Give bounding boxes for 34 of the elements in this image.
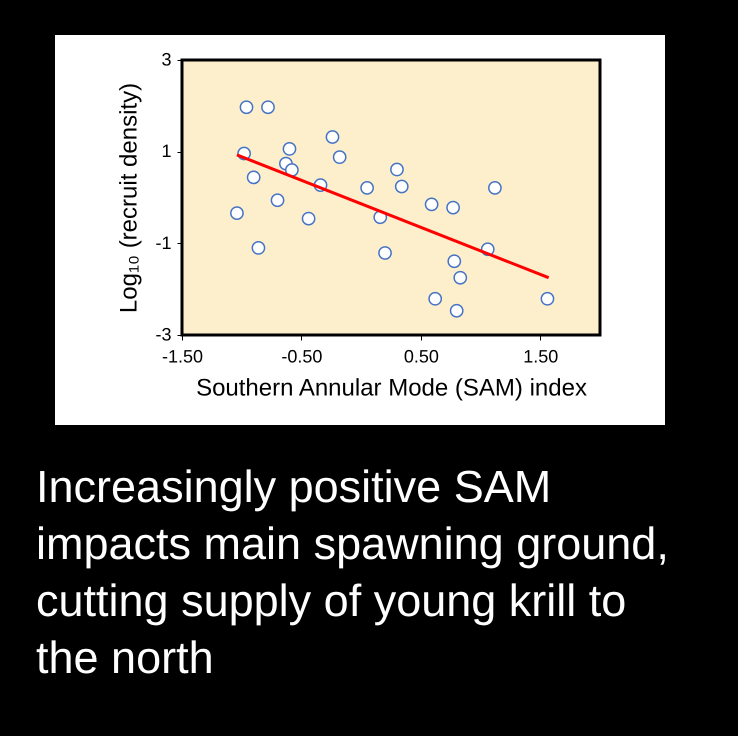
- x-tick-label: -1.50: [162, 346, 204, 366]
- text: Increasingly positive SAM impacts main spawning ground, cutting supply of young krill to the north: [36, 461, 669, 683]
- point: [488, 181, 502, 195]
- point: [282, 142, 296, 156]
- point: [270, 193, 284, 208]
- point: [246, 170, 261, 184]
- y-tick-label: 1: [161, 141, 172, 162]
- point: [378, 246, 392, 260]
- point: [428, 292, 442, 306]
- y-tick-label: -3: [155, 324, 172, 344]
- point: [240, 100, 254, 114]
- point: [540, 292, 554, 306]
- point: [447, 254, 462, 268]
- point: [261, 100, 275, 114]
- point: [450, 304, 464, 318]
- point: [332, 150, 347, 164]
- y-tick-label: 3: [161, 50, 172, 70]
- point: [285, 163, 299, 177]
- point: [390, 162, 404, 176]
- point: [360, 181, 374, 195]
- point: [453, 270, 468, 285]
- point: [446, 200, 460, 214]
- y-axis-title: Log₁₀ (recruit density): [115, 82, 142, 314]
- point: [326, 130, 340, 144]
- point: [424, 198, 438, 212]
- point: [230, 206, 244, 220]
- x-tick-label: 0.50: [404, 346, 439, 366]
- point: [252, 241, 266, 255]
- point: [302, 212, 316, 226]
- x-axis-title: Southern Annular Mode (SAM) index: [196, 374, 587, 402]
- x-tick-label: -0.50: [281, 346, 322, 366]
- point: [394, 180, 409, 194]
- y-tick-label: -1: [155, 232, 172, 253]
- x-tick-label: 1.50: [523, 346, 558, 366]
